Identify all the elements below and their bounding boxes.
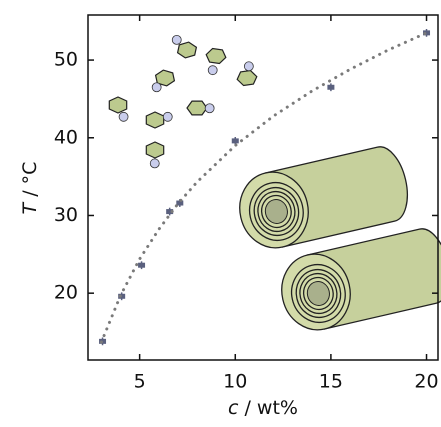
crystal bbox=[154, 69, 176, 87]
x-label-symbol: c bbox=[228, 397, 239, 419]
y-tick-label: 40 bbox=[54, 126, 78, 148]
phase-point bbox=[171, 34, 182, 45]
cylinder-ring bbox=[260, 194, 292, 229]
x-tick-label: 5 bbox=[134, 371, 146, 393]
cylinder-ring bbox=[299, 272, 338, 315]
plot-frame bbox=[87, 14, 439, 361]
y-tick-label: 50 bbox=[54, 49, 78, 71]
y-label-unit: / °C bbox=[19, 162, 41, 203]
data-point bbox=[138, 262, 146, 268]
phase-point bbox=[118, 111, 129, 122]
data-point bbox=[166, 209, 174, 215]
x-axis-label: c / wt% bbox=[228, 397, 298, 419]
y-tick-label: 20 bbox=[54, 282, 78, 304]
phase-point bbox=[162, 111, 173, 122]
x-tick-label: 10 bbox=[223, 371, 247, 393]
crystal bbox=[205, 47, 227, 65]
x-label-unit: / wt% bbox=[238, 397, 298, 419]
cylinder bbox=[281, 228, 441, 331]
data-point bbox=[176, 200, 184, 206]
phase-point bbox=[151, 82, 162, 93]
data-point bbox=[423, 30, 431, 36]
cylinder bbox=[239, 146, 408, 249]
phase-point bbox=[149, 158, 160, 169]
crystal bbox=[108, 96, 128, 114]
crystal bbox=[145, 111, 165, 129]
cylinder-core bbox=[264, 199, 288, 224]
x-tick-label: 20 bbox=[414, 371, 438, 393]
cylinder-ring bbox=[257, 190, 296, 233]
crystal bbox=[186, 100, 208, 116]
cylinder-ring bbox=[302, 276, 334, 311]
fit-line bbox=[99, 31, 429, 344]
y-label-symbol: T bbox=[19, 201, 41, 214]
data-point bbox=[327, 84, 335, 90]
x-tick-label: 15 bbox=[319, 371, 343, 393]
y-tick-label: 30 bbox=[54, 204, 78, 226]
phase-point bbox=[243, 61, 254, 72]
cylinder-ring bbox=[290, 263, 346, 324]
phase-point bbox=[207, 65, 218, 76]
cylinder-ring bbox=[248, 181, 304, 242]
decorations bbox=[108, 41, 441, 331]
cylinder-core bbox=[306, 281, 330, 306]
crystal bbox=[176, 41, 198, 59]
phase-point bbox=[204, 103, 215, 114]
data-point bbox=[231, 138, 239, 144]
crystal bbox=[236, 69, 258, 87]
y-axis-label: T / °C bbox=[19, 162, 41, 215]
crystal bbox=[145, 141, 165, 159]
